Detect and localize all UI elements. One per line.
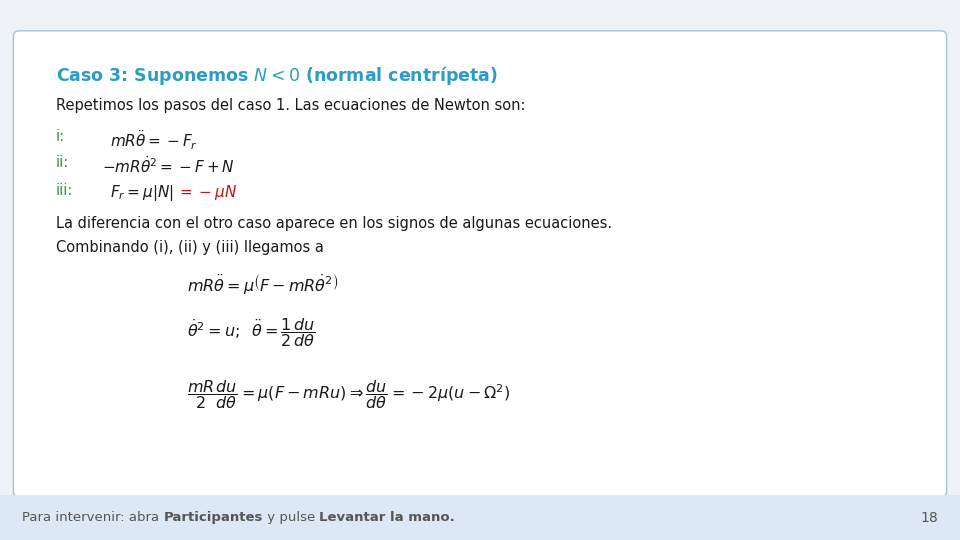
Text: $\dfrac{mR}{2}\dfrac{du}{d\theta} = \mu(F - mRu) \Rightarrow \dfrac{du}{d\theta}: $\dfrac{mR}{2}\dfrac{du}{d\theta} = \mu(…: [187, 378, 511, 411]
Text: y pulse: y pulse: [263, 511, 320, 524]
Text: ii:: ii:: [56, 155, 69, 170]
Text: $mR\ddot{\theta} = \mu\left(F - mR\dot{\theta}^2\right)$: $mR\ddot{\theta} = \mu\left(F - mR\dot{\…: [187, 273, 339, 296]
Text: $-mR\dot{\theta}^2 = -F + N$: $-mR\dot{\theta}^2 = -F + N$: [102, 155, 234, 176]
Text: $\dot{\theta}^2 = u;\;\; \ddot{\theta} = \dfrac{1}{2}\dfrac{du}{d\theta}$: $\dot{\theta}^2 = u;\;\; \ddot{\theta} =…: [187, 316, 316, 349]
Text: i:: i:: [56, 129, 65, 144]
Text: $= -\mu N$: $= -\mu N$: [177, 183, 237, 202]
Text: iii:: iii:: [56, 183, 73, 198]
Text: Repetimos los pasos del caso 1. Las ecuaciones de Newton son:: Repetimos los pasos del caso 1. Las ecua…: [56, 98, 525, 113]
Text: Levantar la mano.: Levantar la mano.: [320, 511, 455, 524]
FancyBboxPatch shape: [13, 31, 947, 497]
Text: Combinando (i), (ii) y (iii) llegamos a: Combinando (i), (ii) y (iii) llegamos a: [56, 240, 324, 255]
Text: 18: 18: [921, 511, 938, 525]
Text: La diferencia con el otro caso aparece en los signos de algunas ecuaciones.: La diferencia con el otro caso aparece e…: [56, 216, 612, 231]
Bar: [0, 495, 960, 540]
Text: Participantes: Participantes: [163, 511, 263, 524]
Text: Para intervenir: abra: Para intervenir: abra: [22, 511, 163, 524]
Text: $mR\ddot{\theta} = -F_r$: $mR\ddot{\theta} = -F_r$: [110, 129, 199, 152]
Text: $F_r = \mu|N|$: $F_r = \mu|N|$: [110, 183, 174, 203]
Text: Caso 3: Suponemos $N < 0$ (normal centrípeta): Caso 3: Suponemos $N < 0$ (normal centrí…: [56, 64, 497, 87]
